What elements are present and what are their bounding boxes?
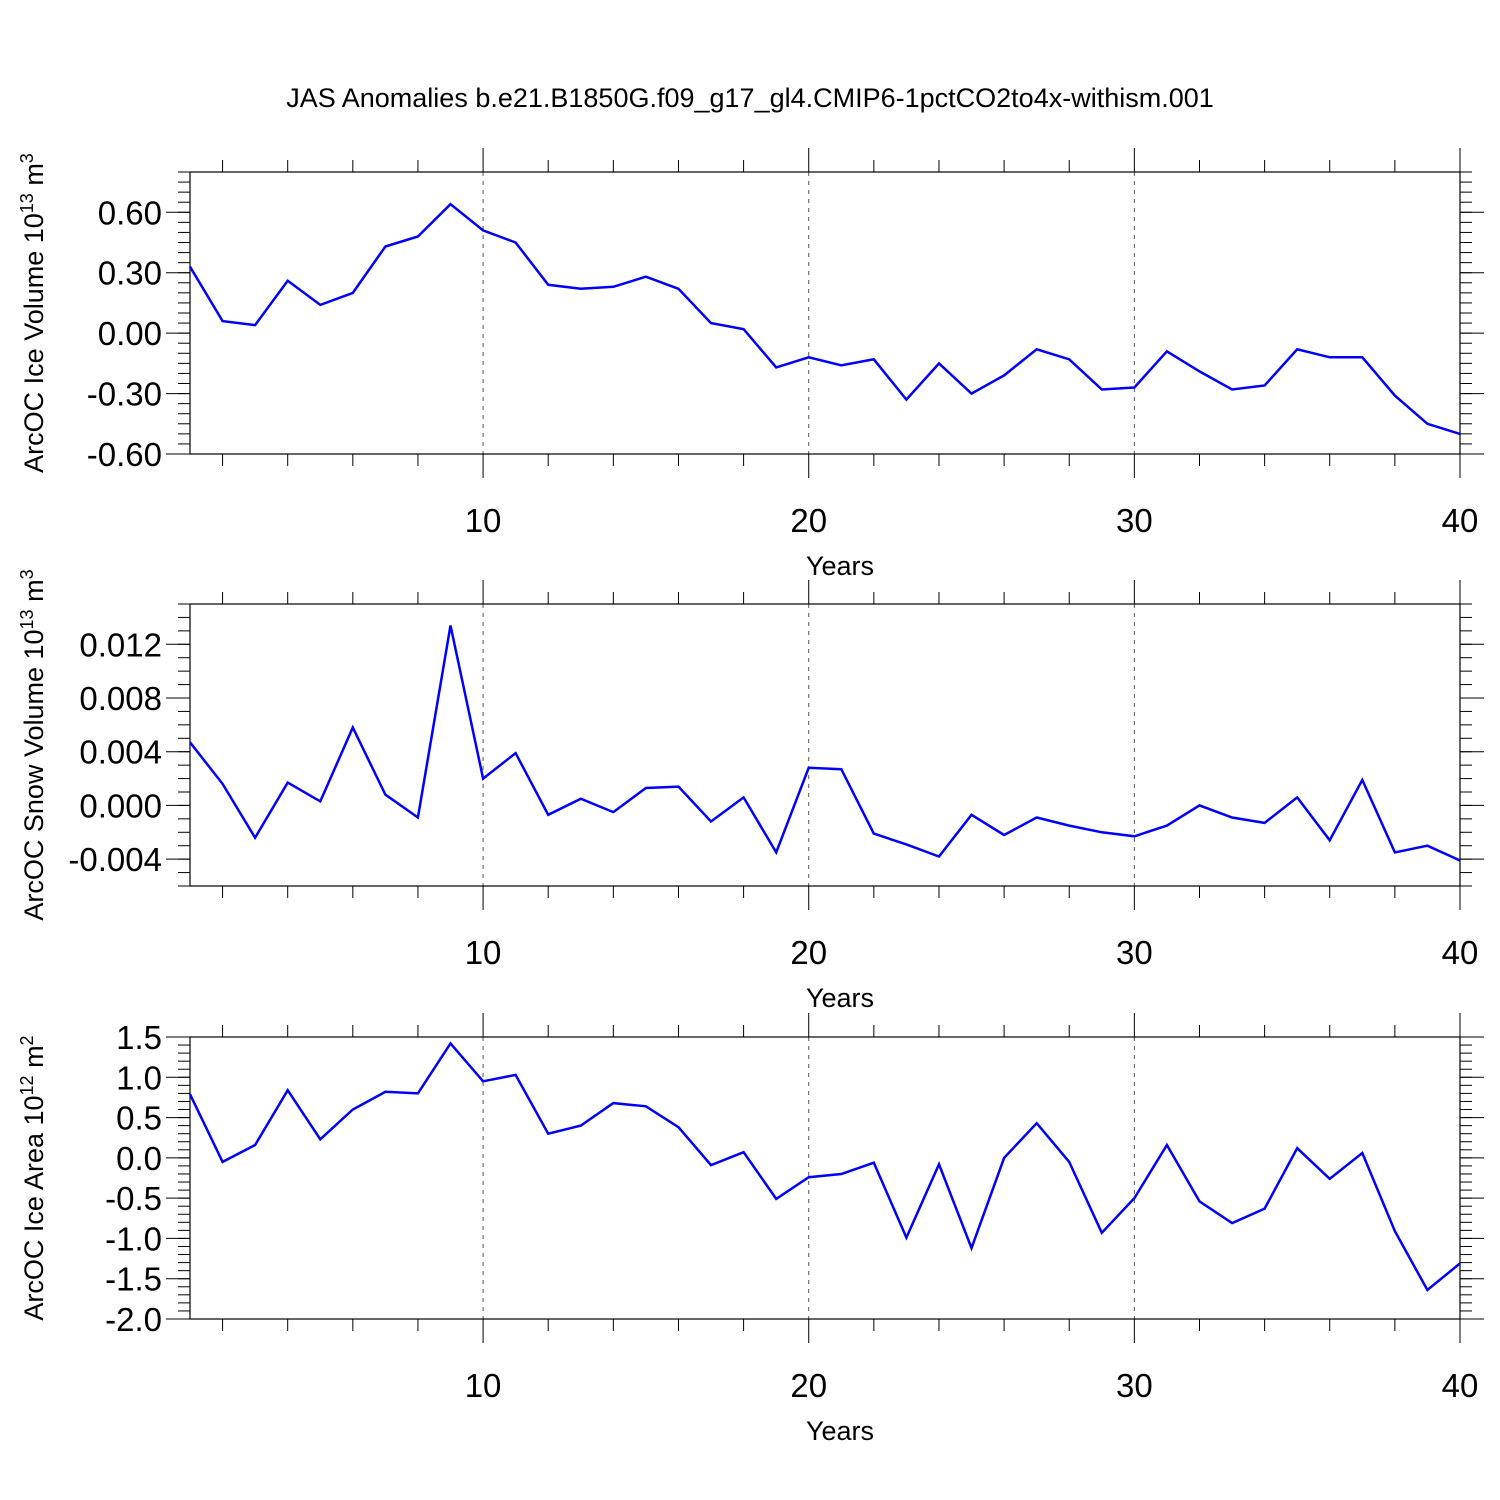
y-tick-label: 0.008 xyxy=(79,680,162,717)
panel-3: 10 20 30 40 Years 1.51.0 0.50.0-0.5-1.0 -1.5-2.… xyxy=(17,1013,1484,1446)
panels-group: 10 20 30 40 Years 0.60 0.30 0.00 -0.30 -0.60 ArcOC… xyxy=(17,148,1484,1446)
y-axis-title-unit-exponent: 3 xyxy=(17,153,37,163)
y-axis-title: ArcOC Ice Area 1012 m2 xyxy=(17,1035,49,1320)
y-axis-title: ArcOC Snow Volume 1013 m3 xyxy=(17,569,49,920)
panel-1: 10 20 30 40 Years 0.60 0.30 0.00 -0.30 -0.60 ArcOC… xyxy=(17,148,1484,581)
y-axis-title-unit: m xyxy=(19,579,49,609)
y-tick-label: 0.30 xyxy=(98,255,162,292)
x-tick-label: 10 xyxy=(465,502,502,539)
series-line xyxy=(189,625,1461,862)
y-axis-title-exponent: 12 xyxy=(17,1075,37,1095)
x-tick-label: 30 xyxy=(1116,934,1153,971)
x-tick-label: 40 xyxy=(1442,1367,1479,1404)
plot-frame xyxy=(189,171,1461,455)
y-axis-title-exponent: 13 xyxy=(17,609,37,629)
y-tick-label: -0.30 xyxy=(87,376,162,413)
x-tick-label: 10 xyxy=(465,1367,502,1404)
y-tick-label: -0.5 xyxy=(105,1180,162,1217)
y-tick-label: 0.0 xyxy=(116,1140,162,1177)
x-axis-title: Years xyxy=(806,1416,874,1446)
y-axis-title-unit-exponent: 3 xyxy=(17,569,37,579)
x-tick-label: 30 xyxy=(1116,1367,1153,1404)
y-tick-label: 0.004 xyxy=(79,734,162,771)
y-tick-label: -0.60 xyxy=(87,436,162,473)
y-tick-label: 0.012 xyxy=(79,626,162,663)
y-tick-label: -2.0 xyxy=(105,1301,162,1338)
x-tick-label: 40 xyxy=(1442,502,1479,539)
x-tick-label: 30 xyxy=(1116,502,1153,539)
y-axis-title-exponent: 13 xyxy=(17,193,37,213)
x-axis-title: Years xyxy=(806,551,874,581)
x-tick-label: 40 xyxy=(1442,934,1479,971)
plot-frame xyxy=(189,1036,1461,1320)
y-axis-title-unit: m xyxy=(19,1045,49,1075)
y-axis-title-unit-exponent: 2 xyxy=(17,1035,37,1045)
series-line xyxy=(188,1041,1461,1292)
y-tick-label: 0.60 xyxy=(98,194,162,231)
y-axis-title-main: ArcOC Snow Volume 10 xyxy=(19,629,49,920)
y-tick-label: 0.5 xyxy=(116,1100,162,1137)
y-tick-label: -0.004 xyxy=(68,841,162,878)
y-tick-label: 1.0 xyxy=(116,1059,162,1096)
x-tick-label: 20 xyxy=(790,502,827,539)
y-tick-label: -1.0 xyxy=(105,1220,162,1257)
y-tick-label: -1.5 xyxy=(105,1261,162,1298)
x-axis-title: Years xyxy=(806,983,874,1013)
y-axis-title-unit: m xyxy=(19,163,49,193)
y-tick-label: 0.000 xyxy=(79,787,162,824)
series-line xyxy=(188,202,1461,436)
y-tick-label: 1.5 xyxy=(116,1019,162,1056)
chart-title: JAS Anomalies b.e21.B1850G.f09_g17_gl4.C… xyxy=(286,83,1214,113)
x-tick-label: 20 xyxy=(790,934,827,971)
x-tick-label: 10 xyxy=(465,934,502,971)
y-axis-title-main: ArcOC Ice Volume 10 xyxy=(19,213,49,473)
y-axis-title: ArcOC Ice Volume 1013 m3 xyxy=(17,153,49,473)
y-axis-title-main: ArcOC Ice Area 10 xyxy=(19,1095,49,1320)
plot-frame xyxy=(189,603,1461,887)
y-tick-label: 0.00 xyxy=(98,315,162,352)
x-tick-label: 20 xyxy=(790,1367,827,1404)
panel-2: 10 20 30 40 Years 0.012 0.008 0.004 0.000 -0.004 A… xyxy=(17,569,1484,1013)
